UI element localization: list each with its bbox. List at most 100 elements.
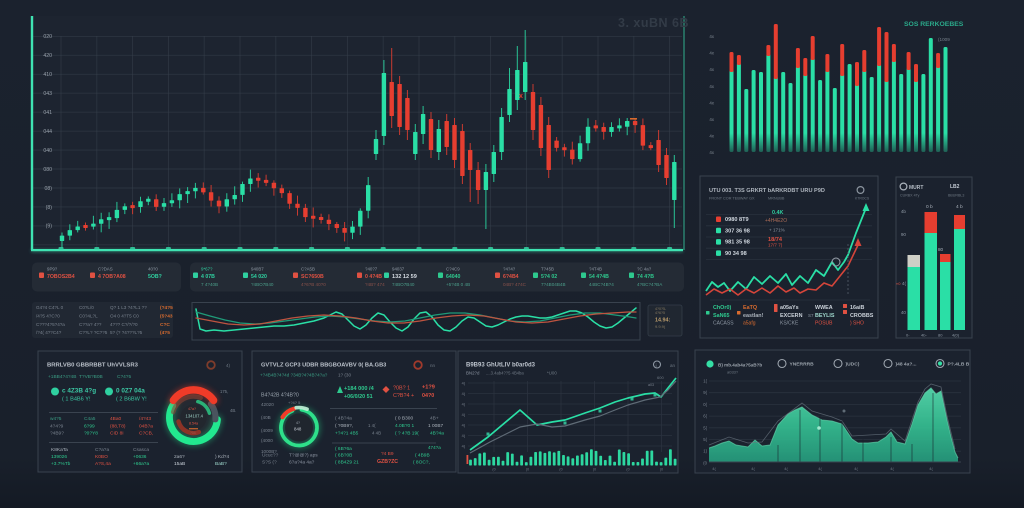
svg-text:4(: 4( [890, 466, 894, 471]
svg-text:SOS RERKOEBES: SOS RERKOEBES [904, 21, 964, 28]
svg-text:42020: 42020 [261, 402, 274, 407]
svg-text:7OBOS2B4: 7OBOS2B4 [47, 274, 75, 280]
svg-text:4(: 4( [462, 382, 466, 386]
svg-text:74 4?B: 74 4?B [637, 274, 654, 280]
svg-text:4x: 4x [709, 150, 714, 155]
svg-text:( ? 4?B 19(: ( ? 4?B 19( [395, 431, 419, 437]
svg-text:K0BO: K0BO [95, 454, 108, 460]
svg-text:4x: 4x [709, 84, 714, 89]
svg-text:0 0Z7 04a: 0 0Z7 04a [116, 388, 145, 395]
svg-text:«0: «0 [896, 281, 901, 286]
svg-text:90 34 98: 90 34 98 [725, 251, 747, 257]
svg-text:a033?: a033? [727, 370, 739, 375]
svg-text:?4?4?: ?4?4? [503, 267, 516, 272]
svg-text:0(: 0( [703, 402, 707, 407]
svg-text:a03: a03 [648, 383, 654, 387]
svg-text:4(: 4( [854, 466, 858, 471]
svg-text:4x: 4x [709, 100, 714, 105]
svg-text:(0: (0 [559, 468, 562, 472]
svg-text:47a?: 47a? [188, 407, 196, 411]
svg-text:C?CB,: C?CB, [139, 431, 153, 437]
svg-text:(88,T8): (88,T8) [110, 424, 126, 430]
svg-text:4.0B?0 1: 4.0B?0 1 [395, 423, 415, 429]
svg-text:4(: 4( [712, 466, 716, 471]
svg-text:175,: 175, [220, 389, 228, 394]
svg-text:043: 043 [43, 91, 52, 97]
svg-text:90: 90 [901, 232, 907, 237]
svg-text:?4B9?: ?4B9? [50, 431, 64, 437]
svg-text:a05aYs: a05aYs [780, 305, 799, 311]
svg-text:4 7OB?A08: 4 7OB?A08 [98, 274, 126, 280]
svg-text:?C 4a?: ?C 4a? [637, 267, 652, 272]
svg-text:C0?4L?L: C0?4L?L [79, 314, 98, 319]
svg-text:CROBBS: CROBBS [850, 313, 874, 319]
svg-text:B) mb.4ab4a?5aB?b: B) mb.4ab4a?5aB?b [718, 363, 762, 368]
svg-text:( 2 B6BW Y!: ( 2 B6BW Y! [116, 397, 147, 403]
svg-text:8.54a: 8.54a [189, 422, 198, 426]
svg-text:4(: 4( [462, 392, 466, 396]
svg-text:SaN65: SaN65 [713, 313, 729, 319]
svg-text:KS/CKE: KS/CKE [780, 321, 799, 327]
svg-text:Csasca: Csasca [133, 447, 149, 453]
svg-text:9*67?: 9*67? [201, 267, 213, 272]
svg-text:4?6?5: 4?6?5 [655, 311, 665, 315]
svg-text:(4?5: (4?5 [160, 330, 170, 336]
svg-text:C4a5: C4a5 [84, 416, 96, 422]
svg-text:40: 40 [901, 310, 907, 315]
svg-text:040: 040 [43, 148, 52, 154]
svg-text:80: 80 [938, 247, 944, 252]
svg-text:54 020: 54 020 [251, 274, 267, 280]
svg-text:C?a?a: C?a?a [95, 447, 109, 453]
svg-text:/4?43: /4?43 [139, 416, 151, 422]
svg-text:7 4?40B: 7 4?40B [201, 282, 218, 287]
svg-text:S7: S7 [808, 313, 814, 318]
svg-text:4x: 4x [709, 117, 714, 122]
svg-text:CID 8I: CID 8I [110, 431, 124, 437]
svg-text:c 4Z3B 4?g: c 4Z3B 4?g [62, 388, 96, 395]
svg-text:+?4? 5: +?4? 5 [288, 400, 301, 405]
svg-text:(5?43: (5?43 [160, 314, 173, 320]
svg-text:4x: 4x [709, 67, 714, 72]
svg-text:4b: 4b [901, 209, 907, 214]
svg-text:C?C: C?C [160, 322, 170, 328]
svg-text:T?45B: T?45B [541, 267, 554, 272]
svg-text:EXCERN: EXCERN [780, 313, 803, 319]
svg-text:4b-: 4b- [921, 333, 927, 338]
svg-text:T?VB?B0B: T?VB?B0B [79, 374, 103, 380]
svg-text:O4 0 4?T5 C0: O4 0 4?T5 C0 [110, 314, 139, 319]
svg-text:1? (30: 1? (30 [338, 373, 351, 378]
svg-text:4(: 4( [462, 413, 466, 417]
svg-text:(?4?5: (?4?5 [160, 305, 173, 311]
svg-text:(4000: (4000 [261, 438, 273, 443]
svg-text:132 12 59: 132 12 59 [392, 274, 417, 280]
svg-text:4?BC?4?BA: 4?BC?4?BA [637, 282, 663, 287]
svg-text:a5afg: a5afg [743, 321, 756, 327]
svg-text:1(: 1( [703, 379, 707, 384]
svg-text:474?a: 474?a [428, 445, 441, 450]
svg-text:S?S (?: S?S (? [262, 460, 277, 466]
svg-text:BBURBL3: BBURBL3 [948, 194, 964, 198]
svg-text:+66a?a: +66a?a [133, 461, 149, 467]
svg-text:( 4B9B: ( 4B9B [415, 453, 430, 459]
svg-text:C???4?5?4?a: C???4?5?4?a [36, 322, 65, 327]
svg-text:134107.4: 134107.4 [186, 414, 204, 419]
svg-text:5?4 02: 5?4 02 [541, 274, 557, 280]
svg-text:MURT: MURT [909, 185, 923, 191]
svg-text:Ucuc??: Ucuc?? [262, 453, 279, 459]
svg-text:MRNUBB: MRNUBB [768, 197, 785, 201]
svg-text:+184 000 /4: +184 000 /4 [344, 386, 375, 392]
svg-text:?0B? 1: ?0B? 1 [393, 386, 410, 392]
svg-text:/4?5 4?C?0: /4?5 4?C?0 [36, 314, 60, 319]
svg-text:9(: 9( [703, 390, 707, 395]
svg-text:54 4?4B: 54 4?4B [589, 274, 609, 280]
svg-text:C??a? 4??: C??a? 4?? [79, 322, 102, 327]
svg-text:+?4B4B?4?4d ?34B?4?4B?4?a?: +?4B4B?4?4d ?34B?4?4B?4?a? [260, 373, 328, 378]
svg-text:+?4?1 4B5: +?4?1 4B5 [335, 431, 359, 437]
svg-text:C?4?5: C?4?5 [117, 374, 131, 380]
svg-text:4(: 4( [929, 466, 933, 471]
svg-text:?4T4B: ?4T4B [589, 267, 602, 272]
svg-text:0-: 0- [906, 333, 910, 338]
svg-text:4Ba0: 4Ba0 [110, 416, 122, 422]
svg-text:+ 171%: + 171% [769, 228, 785, 233]
svg-text:94037: 94037 [392, 267, 405, 272]
